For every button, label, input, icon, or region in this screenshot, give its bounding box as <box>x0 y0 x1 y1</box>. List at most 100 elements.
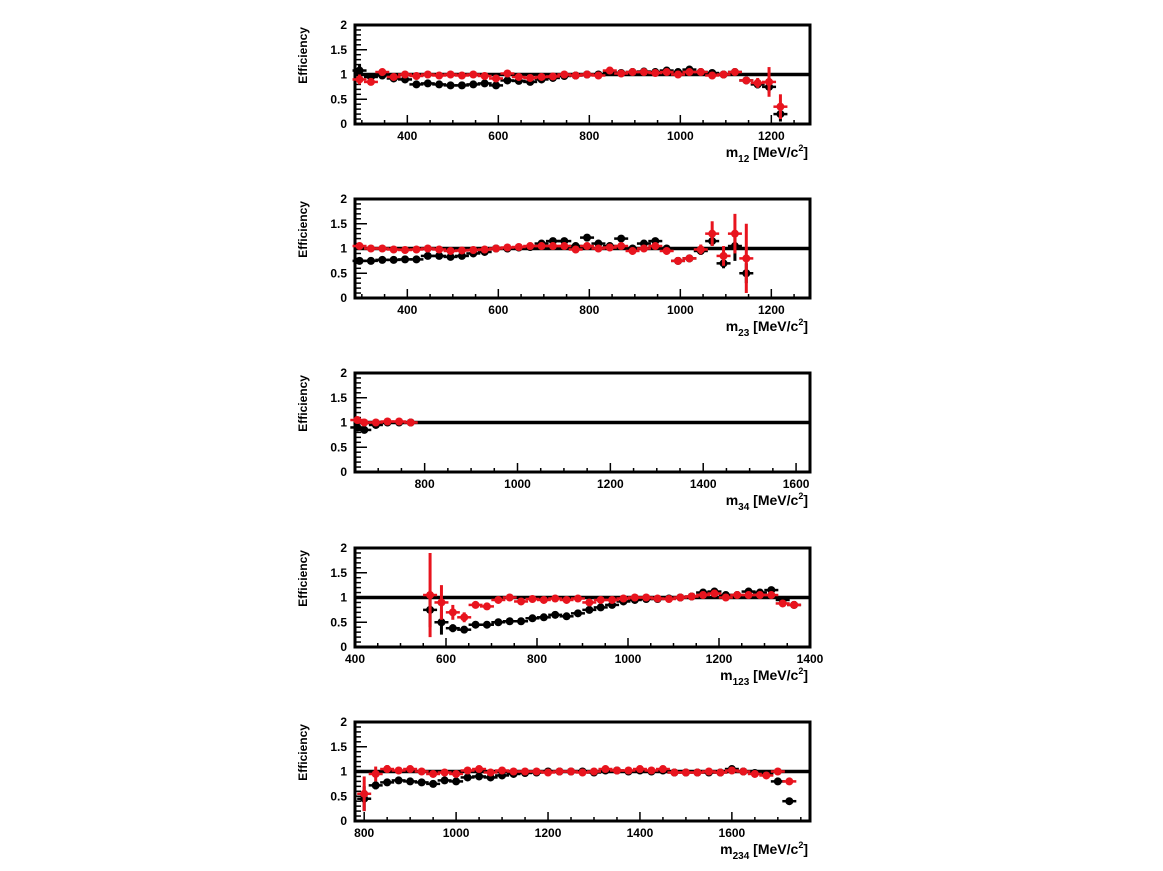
data-point <box>685 68 694 77</box>
y-tick-label: 1 <box>340 416 347 430</box>
data-point <box>366 77 375 86</box>
data-point <box>366 244 375 253</box>
data-point <box>704 767 713 776</box>
data-point <box>423 79 432 88</box>
data-point <box>647 766 656 775</box>
data-point <box>412 255 421 264</box>
x-axis-label-part: ] <box>803 667 808 683</box>
data-point <box>790 600 799 609</box>
x-axis-label-part: 234 <box>733 851 750 862</box>
data-point <box>480 245 489 254</box>
data-point <box>624 766 633 775</box>
data-point <box>457 71 466 80</box>
x-axis-label-part: 23 <box>738 328 750 339</box>
data-point <box>482 620 491 629</box>
data-point <box>371 418 380 427</box>
data-point <box>753 78 762 87</box>
data-point <box>617 234 626 243</box>
data-point <box>573 594 582 603</box>
data-point <box>482 602 491 611</box>
y-tick-label: 2 <box>340 192 347 206</box>
data-point <box>739 767 748 776</box>
x-tick-label: 1000 <box>443 826 470 840</box>
data-point <box>730 229 739 238</box>
data-point <box>469 70 478 79</box>
y-axis-label: Efficiency <box>296 724 310 781</box>
data-point <box>571 71 580 80</box>
y-axis-label: Efficiency <box>296 375 310 432</box>
data-point <box>517 617 526 626</box>
data-point <box>452 769 461 778</box>
x-axis-label-part: [MeV/c <box>749 667 798 683</box>
x-axis-label-part: 2 <box>798 143 803 153</box>
data-point <box>360 789 369 798</box>
data-point <box>617 69 626 78</box>
y-tick-label: 0 <box>340 640 347 654</box>
x-axis-label: m123 [MeV/c2] <box>720 666 808 688</box>
data-point <box>778 599 787 608</box>
data-point <box>440 768 449 777</box>
data-point <box>548 242 557 251</box>
data-point <box>446 246 455 255</box>
x-axis-label-part: [MeV/c <box>749 318 798 334</box>
data-point <box>730 68 739 77</box>
data-point <box>366 256 375 265</box>
data-point <box>471 620 480 629</box>
data-point <box>635 765 644 774</box>
x-axis-label-part: m <box>726 318 738 334</box>
data-point <box>594 71 603 80</box>
data-point <box>710 589 719 598</box>
data-point <box>469 80 478 89</box>
data-point <box>605 243 614 252</box>
data-point <box>412 80 421 89</box>
x-tick-label: 1200 <box>758 129 785 143</box>
data-point <box>560 70 569 79</box>
data-point <box>401 245 410 254</box>
x-axis-label-part: 2 <box>798 840 803 850</box>
data-point <box>608 595 617 604</box>
data-point <box>446 70 455 79</box>
data-point <box>560 242 569 251</box>
data-point <box>395 417 404 426</box>
data-point <box>494 595 503 604</box>
series-red <box>357 765 797 812</box>
data-point <box>583 233 592 242</box>
data-point <box>505 593 514 602</box>
x-tick-label: 1000 <box>667 129 694 143</box>
data-point <box>681 768 690 777</box>
data-point <box>406 765 415 774</box>
data-point <box>383 778 392 787</box>
data-point <box>509 767 518 776</box>
data-point <box>463 766 472 775</box>
y-tick-label: 1 <box>340 242 347 256</box>
data-point <box>537 72 546 81</box>
data-point <box>544 768 553 777</box>
data-point <box>440 776 449 785</box>
x-axis-label-part: ] <box>803 492 808 508</box>
y-tick-label: 0.5 <box>330 266 347 280</box>
data-point <box>664 594 673 603</box>
x-axis-label-part: [MeV/c <box>749 841 798 857</box>
data-point <box>765 77 774 86</box>
data-point <box>503 76 512 85</box>
data-point <box>355 66 364 75</box>
y-tick-label: 1.5 <box>330 566 347 580</box>
data-point <box>417 767 426 776</box>
x-tick-label: 1600 <box>719 826 746 840</box>
data-point <box>437 598 446 607</box>
data-point <box>548 72 557 81</box>
data-point <box>521 767 530 776</box>
data-point <box>742 254 751 263</box>
series-red <box>352 66 788 120</box>
data-point <box>514 243 523 252</box>
x-axis-label-part: m <box>720 667 732 683</box>
x-tick-label: 800 <box>415 477 435 491</box>
data-point <box>662 246 671 255</box>
data-point <box>687 592 696 601</box>
x-tick-label: 800 <box>579 129 599 143</box>
data-point <box>773 767 782 776</box>
data-point <box>628 246 637 255</box>
y-tick-label: 0.5 <box>330 440 347 454</box>
y-axis-label: Efficiency <box>296 201 310 258</box>
data-point <box>585 598 594 607</box>
